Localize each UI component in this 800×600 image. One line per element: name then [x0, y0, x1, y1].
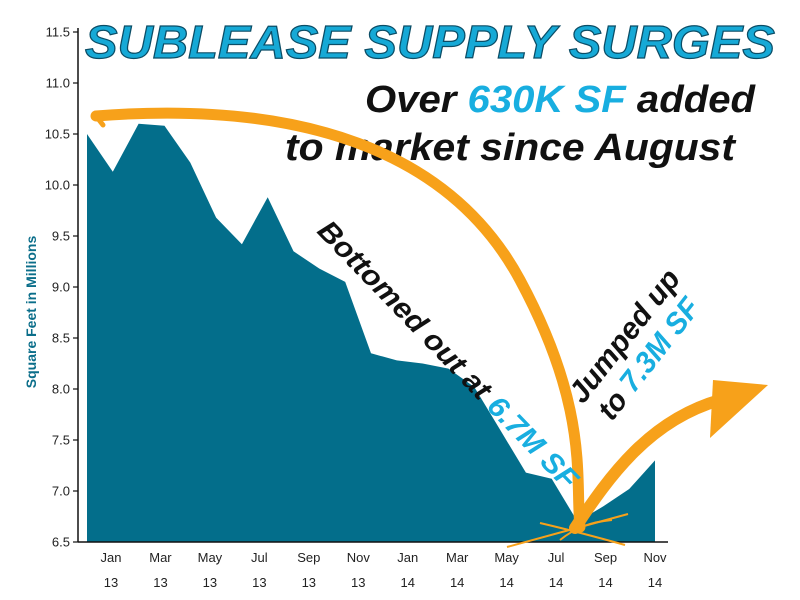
- decline-arrow-curve: [90, 107, 586, 533]
- y-tick-label: 6.5: [52, 535, 70, 550]
- x-tick-year: 13: [252, 575, 266, 590]
- x-tick-month: Sep: [594, 550, 617, 565]
- x-tick-month: Mar: [446, 550, 469, 565]
- jump-arrow: [569, 380, 768, 534]
- x-tick-year: 13: [302, 575, 316, 590]
- x-tick-month: Jan: [101, 550, 122, 565]
- y-tick-label: 8.0: [52, 382, 70, 397]
- x-tick-year: 14: [549, 575, 563, 590]
- x-tick-year: 14: [400, 575, 414, 590]
- area-series: [87, 123, 655, 543]
- decline-arrow: [90, 107, 586, 533]
- y-tick-labels: 11.5 11.0 10.5 10.0 9.5 9.0 8.5 8.0 7.5 7.0 6.5: [45, 25, 78, 550]
- subtitle-line-2: to market since August: [285, 127, 736, 169]
- axes: [77, 28, 668, 543]
- x-tick-month: May: [494, 550, 519, 565]
- jump-arrow-head: [710, 380, 768, 438]
- x-tick-month: Jan: [397, 550, 418, 565]
- x-tick-year: 14: [450, 575, 464, 590]
- x-tick-month: May: [198, 550, 223, 565]
- bottom-cross-mark: [506, 513, 629, 548]
- cross-mark-line-3: [559, 519, 613, 541]
- x-tick-month: Nov: [347, 550, 371, 565]
- subtitle-suffix: added: [626, 79, 756, 121]
- x-tick-month: Nov: [643, 550, 667, 565]
- cross-mark-line-2: [539, 522, 626, 546]
- y-tick-label: 9.5: [52, 229, 70, 244]
- x-tick-year: 13: [351, 575, 365, 590]
- x-tick-year: 13: [203, 575, 217, 590]
- y-tick-label: 7.0: [52, 484, 70, 499]
- x-tick-year: 14: [499, 575, 513, 590]
- y-tick-label: 7.5: [52, 433, 70, 448]
- x-tick-month: Jul: [251, 550, 268, 565]
- x-tick-year: 13: [153, 575, 167, 590]
- decline-arrow-tail: [93, 113, 106, 128]
- chart-title: SUBLEASE SUPPLY SURGES: [85, 16, 775, 68]
- subtitle-highlight: 630K SF: [468, 79, 628, 121]
- y-axis-label: Square Feet in Millions: [23, 236, 39, 389]
- x-tick-month: Jul: [548, 550, 565, 565]
- y-tick-label: 11.0: [46, 76, 70, 91]
- x-tick-month: Mar: [149, 550, 172, 565]
- y-tick-label: 9.0: [52, 280, 70, 295]
- x-tick-year: 14: [598, 575, 612, 590]
- x-tick-labels: Jan 13 Mar 13 May 13 Jul 13 Sep 13 Nov 13 Jan 14 Mar 14…: [101, 550, 668, 590]
- y-tick-label: 10.5: [45, 127, 70, 142]
- subtitle-prefix: Over: [365, 79, 468, 121]
- subtitle-line-1: Over 630K SF added: [365, 79, 756, 121]
- y-tick-label: 11.5: [46, 25, 70, 40]
- x-tick-year: 13: [104, 575, 118, 590]
- x-tick-month: Sep: [297, 550, 320, 565]
- jump-arrow-curve: [569, 394, 726, 534]
- x-tick-year: 14: [648, 575, 662, 590]
- y-tick-label: 8.5: [52, 331, 70, 346]
- y-tick-label: 10.0: [45, 178, 70, 193]
